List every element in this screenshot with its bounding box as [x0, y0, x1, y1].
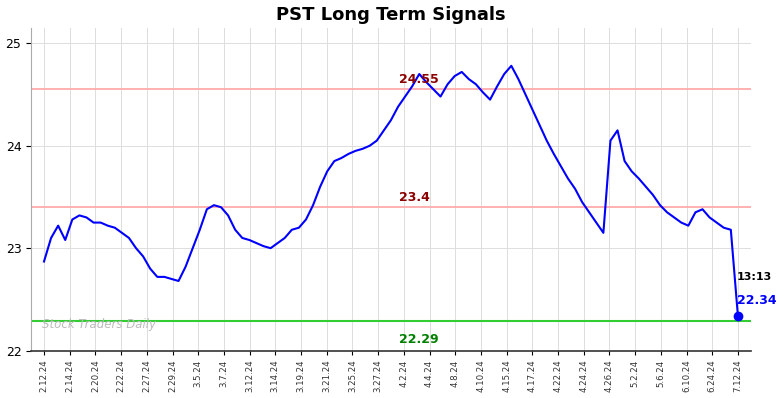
Text: 23.4: 23.4 [398, 191, 430, 204]
Text: 22.34: 22.34 [737, 294, 776, 306]
Text: 13:13: 13:13 [737, 272, 772, 282]
Text: 24.55: 24.55 [398, 73, 438, 86]
Text: 22.29: 22.29 [398, 334, 438, 347]
Title: PST Long Term Signals: PST Long Term Signals [276, 6, 506, 23]
Text: Stock Traders Daily: Stock Traders Daily [42, 318, 156, 331]
